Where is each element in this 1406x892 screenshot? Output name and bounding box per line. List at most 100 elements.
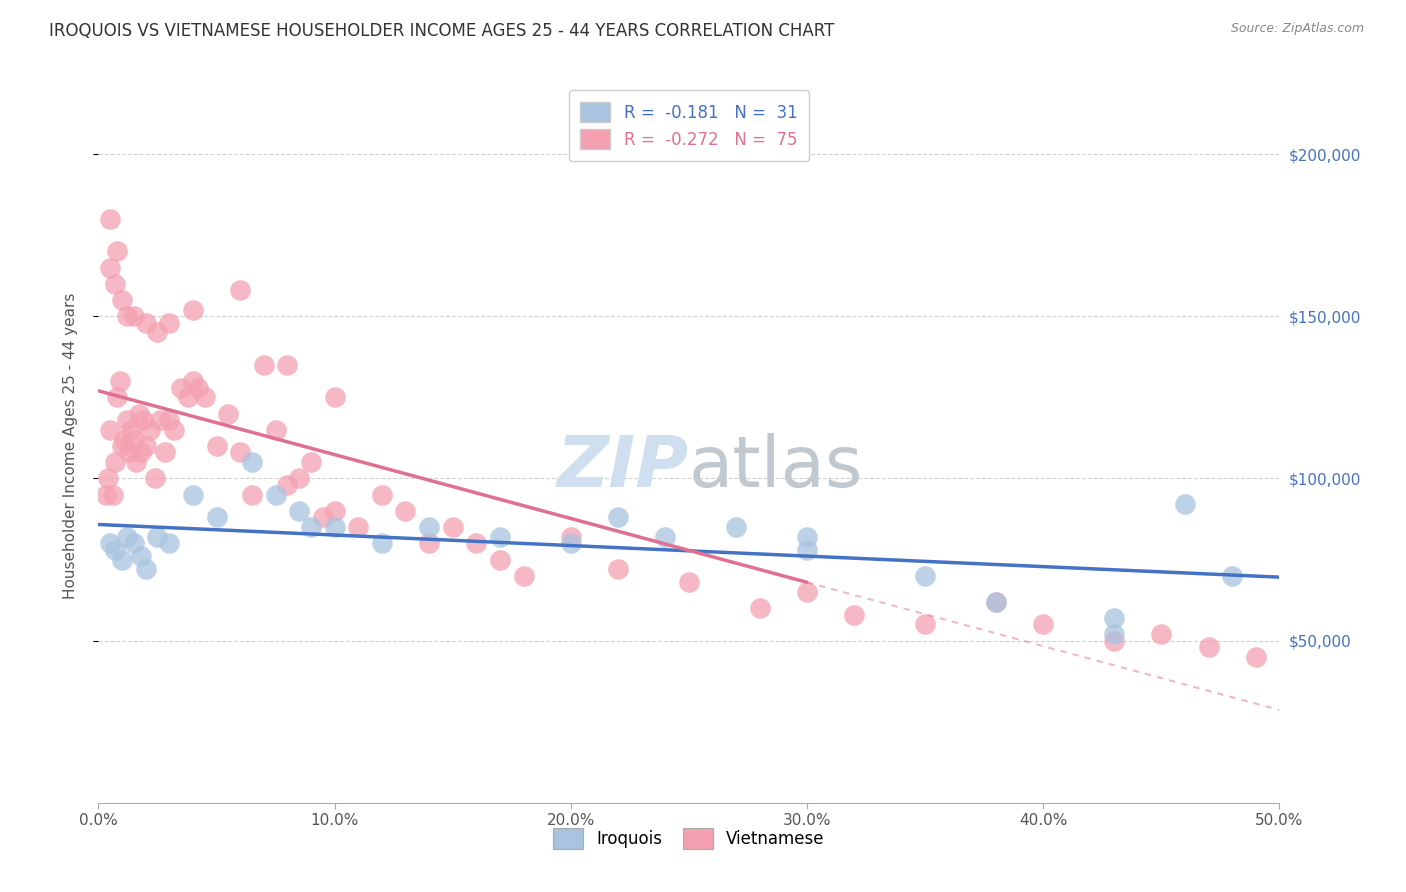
Point <box>122 433 145 447</box>
Point <box>984 595 1007 609</box>
Point <box>607 562 630 576</box>
Point <box>149 413 172 427</box>
Point <box>796 530 818 544</box>
Point <box>105 390 128 404</box>
Point <box>181 488 204 502</box>
Point <box>135 562 157 576</box>
Point <box>104 455 127 469</box>
Point <box>157 413 180 427</box>
Point <box>143 471 166 485</box>
Point <box>157 536 180 550</box>
Point <box>111 439 134 453</box>
Point <box>371 488 394 502</box>
Point <box>129 445 152 459</box>
Text: atlas: atlas <box>689 433 863 502</box>
Point <box>264 488 287 502</box>
Text: IROQUOIS VS VIETNAMESE HOUSEHOLDER INCOME AGES 25 - 44 YEARS CORRELATION CHART: IROQUOIS VS VIETNAMESE HOUSEHOLDER INCOM… <box>49 22 835 40</box>
Point <box>97 471 120 485</box>
Point <box>105 244 128 259</box>
Point <box>371 536 394 550</box>
Point <box>240 455 263 469</box>
Point <box>253 358 276 372</box>
Point <box>181 302 204 317</box>
Point <box>157 316 180 330</box>
Point <box>135 316 157 330</box>
Point <box>104 542 127 557</box>
Point <box>1198 640 1220 654</box>
Point <box>153 445 176 459</box>
Point <box>187 381 209 395</box>
Point <box>725 520 748 534</box>
Point <box>132 413 155 427</box>
Point <box>104 277 127 291</box>
Point <box>288 471 311 485</box>
Point <box>112 433 135 447</box>
Point <box>299 455 322 469</box>
Point <box>163 423 186 437</box>
Point <box>323 504 346 518</box>
Point <box>914 568 936 582</box>
Point <box>299 520 322 534</box>
Point <box>1102 611 1125 625</box>
Point <box>125 455 148 469</box>
Point <box>177 390 200 404</box>
Point <box>146 326 169 340</box>
Point <box>115 413 138 427</box>
Point <box>1220 568 1243 582</box>
Point <box>394 504 416 518</box>
Point <box>122 536 145 550</box>
Legend: Iroquois, Vietnamese: Iroquois, Vietnamese <box>543 818 835 859</box>
Point <box>129 549 152 564</box>
Point <box>229 445 252 459</box>
Point <box>1174 497 1197 511</box>
Point <box>418 520 440 534</box>
Point <box>276 478 298 492</box>
Point <box>796 585 818 599</box>
Point <box>607 510 630 524</box>
Point <box>264 423 287 437</box>
Point <box>101 488 124 502</box>
Point <box>121 423 143 437</box>
Point <box>240 488 263 502</box>
Point <box>323 520 346 534</box>
Point <box>194 390 217 404</box>
Point <box>181 374 204 388</box>
Point <box>347 520 370 534</box>
Point <box>146 530 169 544</box>
Point <box>111 293 134 307</box>
Point <box>288 504 311 518</box>
Point <box>489 552 512 566</box>
Point <box>170 381 193 395</box>
Point <box>217 407 239 421</box>
Point <box>94 488 117 502</box>
Point <box>512 568 534 582</box>
Point <box>560 536 582 550</box>
Point <box>914 617 936 632</box>
Point <box>115 530 138 544</box>
Point <box>844 607 866 622</box>
Point <box>1032 617 1054 632</box>
Point <box>205 510 228 524</box>
Point <box>489 530 512 544</box>
Point <box>108 374 131 388</box>
Point <box>98 423 121 437</box>
Point <box>122 310 145 324</box>
Point <box>98 536 121 550</box>
Point <box>654 530 676 544</box>
Text: Source: ZipAtlas.com: Source: ZipAtlas.com <box>1230 22 1364 36</box>
Point <box>984 595 1007 609</box>
Point <box>441 520 464 534</box>
Point <box>128 407 150 421</box>
Point <box>98 211 121 226</box>
Text: ZIP: ZIP <box>557 433 689 502</box>
Point <box>115 310 138 324</box>
Point <box>1102 633 1125 648</box>
Point <box>111 552 134 566</box>
Point <box>276 358 298 372</box>
Point <box>118 445 141 459</box>
Point <box>312 510 335 524</box>
Point <box>1102 627 1125 641</box>
Point <box>748 601 770 615</box>
Point <box>465 536 488 550</box>
Point <box>560 530 582 544</box>
